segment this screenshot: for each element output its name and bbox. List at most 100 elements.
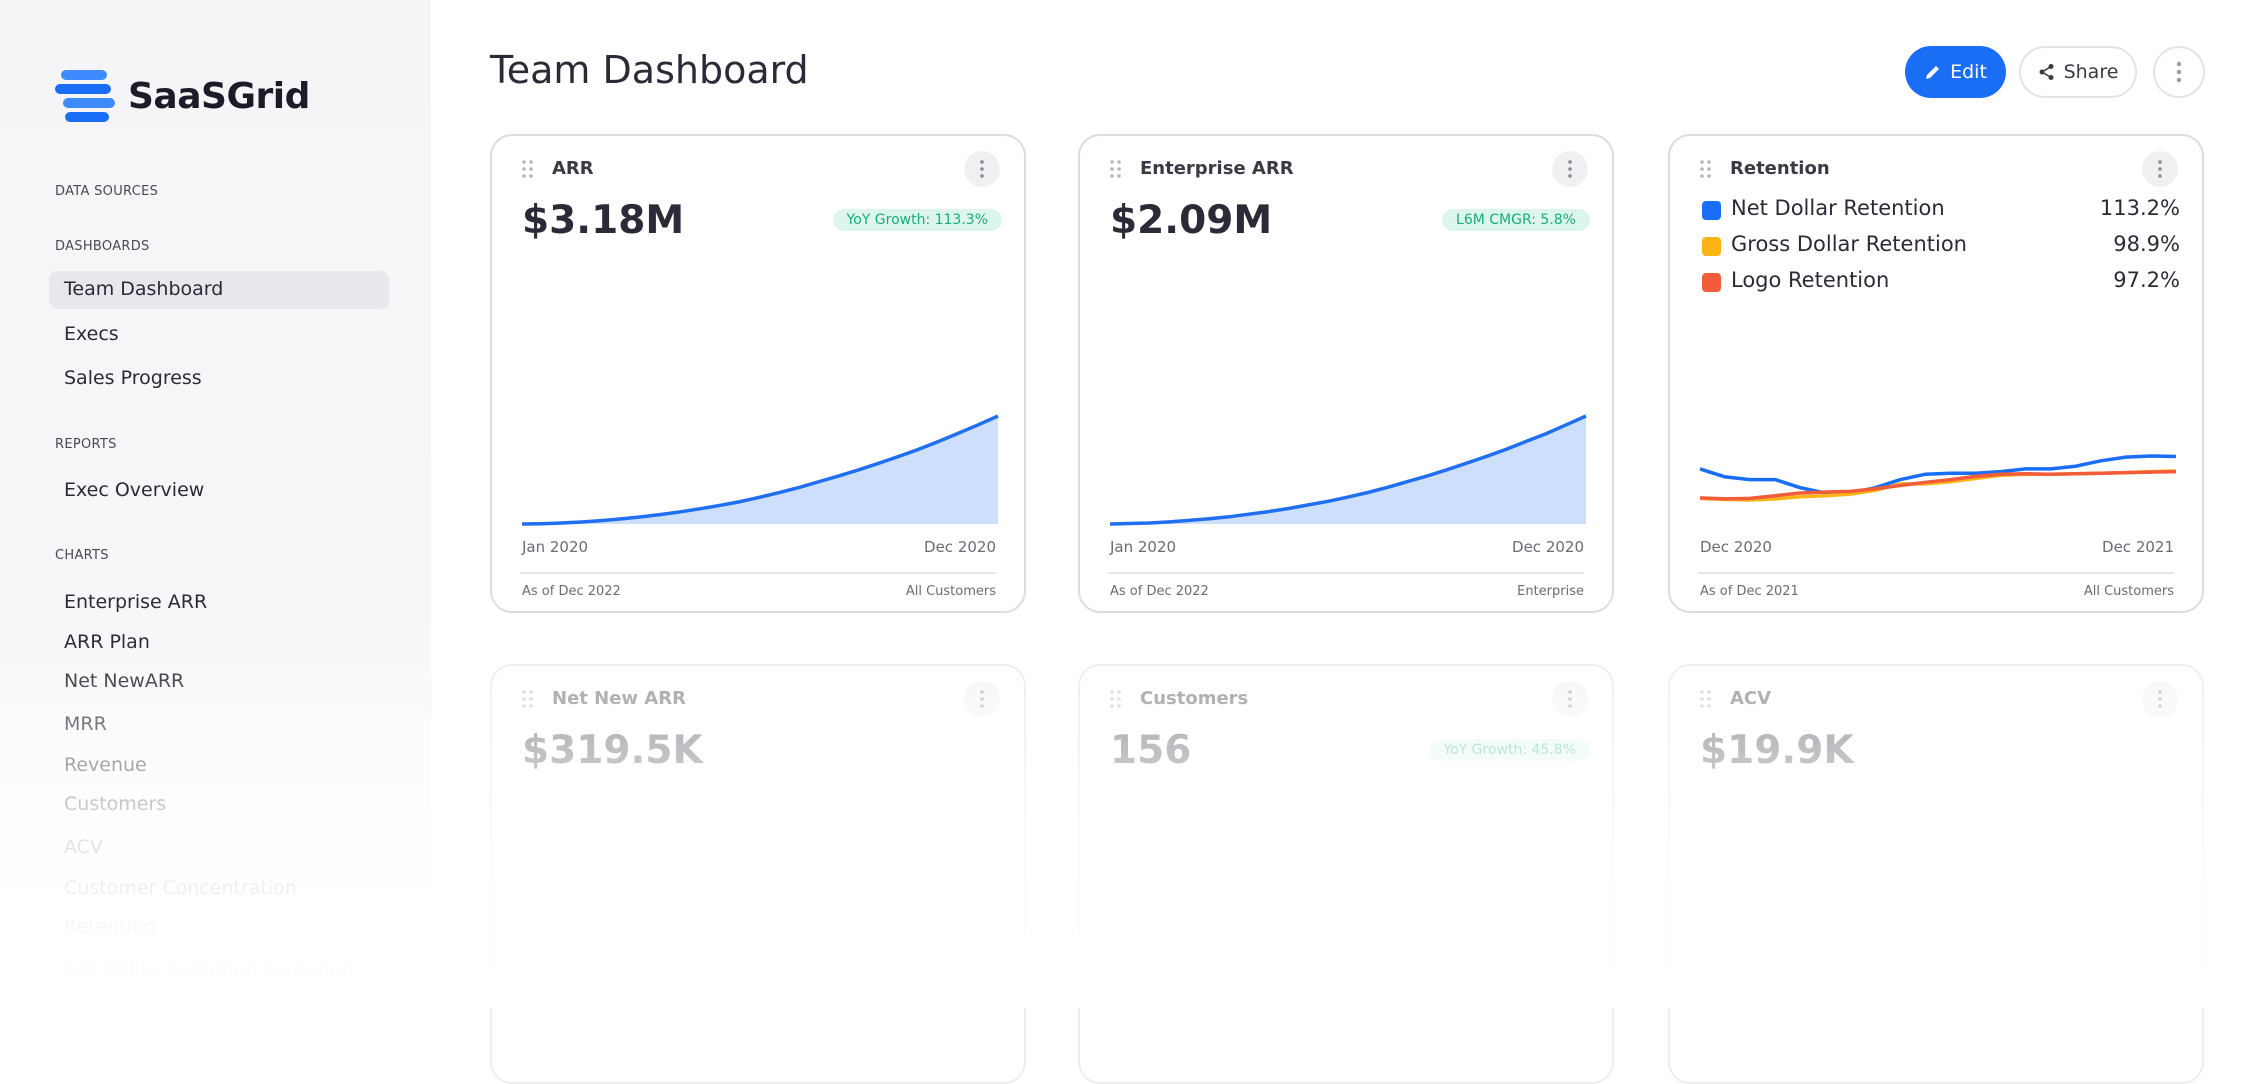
- x-axis-start: Dec 2020: [1700, 538, 1772, 556]
- drag-handle: [1700, 690, 1711, 708]
- drag-dot: [1110, 160, 1114, 164]
- drag-dot: [1707, 704, 1711, 708]
- share-label: Share: [2063, 61, 2119, 83]
- menu-dot: [2158, 167, 2162, 171]
- drag-dot: [1707, 697, 1711, 701]
- nav-item[interactable]: Enterprise ARR: [64, 591, 208, 613]
- menu-dot: [2158, 160, 2162, 164]
- more-icon: [2176, 61, 2182, 83]
- section-title: DASHBOARDS: [55, 239, 150, 254]
- area-fill: [1110, 416, 1586, 524]
- card-title: Retention: [1730, 158, 1830, 179]
- drag-dot: [529, 704, 533, 708]
- pencil-icon: [1926, 66, 1940, 79]
- card-menu[interactable]: [2142, 681, 2178, 717]
- nav-item[interactable]: Team Dashboard: [64, 278, 224, 300]
- share-button[interactable]: Share: [2019, 46, 2137, 98]
- nav-item[interactable]: MRR: [64, 713, 107, 735]
- page-title: Team Dashboard: [490, 48, 809, 92]
- series-line: [1699, 454, 2177, 495]
- footer-right: All Customers: [2083, 584, 2174, 599]
- card-value: 156: [1110, 728, 1192, 773]
- menu-dot: [980, 160, 984, 164]
- selected-highlight: [49, 271, 389, 309]
- drag-handle: [1110, 690, 1121, 708]
- drag-dot: [1110, 697, 1114, 701]
- card-value: $3.18M: [522, 198, 685, 243]
- nav-item[interactable]: Retention: [64, 916, 156, 938]
- legend-value: 98.9%: [2113, 232, 2180, 256]
- drag-dot: [1110, 174, 1114, 178]
- nav-item[interactable]: Revenue: [64, 754, 147, 776]
- footer-left: As of Dec 2022: [1110, 584, 1209, 599]
- menu-dot: [1568, 167, 1572, 171]
- footer-left: As of Dec 2021: [1700, 584, 1799, 599]
- card-menu[interactable]: [1552, 151, 1588, 187]
- drag-dot: [529, 690, 533, 694]
- card: Customers 156 YoY Growth: 45.8%: [1078, 664, 1614, 1084]
- nav-item[interactable]: Execs: [64, 323, 119, 345]
- chart: [521, 414, 999, 526]
- nav-item[interactable]: ACV: [64, 836, 103, 858]
- sidebar: SaaSGrid DATA SOURCES DASHBOARDS Team Dash…: [0, 0, 431, 1008]
- legend-name: Gross Dollar Retention: [1731, 232, 1967, 256]
- drag-dot: [1707, 160, 1711, 164]
- legend-swatch: [1702, 273, 1721, 292]
- edit-label: Edit: [1950, 61, 1987, 83]
- menu-dot: [1568, 174, 1572, 178]
- card-menu[interactable]: [2142, 151, 2178, 187]
- drag-dot: [1707, 167, 1711, 171]
- section-title: CHARTS: [55, 548, 109, 563]
- card-menu[interactable]: [964, 681, 1000, 717]
- series-line: [1699, 469, 2177, 501]
- chart: [1109, 414, 1587, 526]
- drag-dot: [1700, 704, 1704, 708]
- menu-dot: [980, 704, 984, 708]
- drag-dot: [1707, 690, 1711, 694]
- drag-dot: [529, 160, 533, 164]
- growth-badge: YoY Growth: 45.8%: [1429, 739, 1590, 761]
- growth-badge: YoY Growth: 113.3%: [832, 209, 1002, 231]
- drag-dot: [1117, 174, 1121, 178]
- drag-handle: [522, 160, 533, 178]
- menu-icon: [2158, 690, 2162, 708]
- menu-dot: [2158, 697, 2162, 701]
- share-icon: [2039, 64, 2054, 80]
- card-menu[interactable]: [964, 151, 1000, 187]
- drag-handle: [522, 690, 533, 708]
- legend-swatch: [1702, 201, 1721, 220]
- drag-dot: [1700, 690, 1704, 694]
- nav-item[interactable]: Sales Progress: [64, 367, 202, 389]
- nav-item[interactable]: Customers: [64, 793, 167, 815]
- menu-icon: [980, 690, 984, 708]
- logo-text: SaaSGrid: [128, 76, 310, 117]
- menu-icon: [1568, 690, 1572, 708]
- menu-icon: [1568, 160, 1572, 178]
- nav-item[interactable]: Customer Concentration: [64, 877, 297, 899]
- edit-button[interactable]: Edit: [1905, 46, 2006, 98]
- nav-item[interactable]: ARR Plan: [64, 631, 150, 653]
- menu-dot: [2158, 174, 2162, 178]
- legend-row: Net Dollar Retention 113.2%: [1702, 196, 2180, 226]
- legend-name: Logo Retention: [1731, 268, 1890, 292]
- drag-dot: [1700, 167, 1704, 171]
- more-button[interactable]: [2153, 46, 2205, 98]
- card-menu[interactable]: [1552, 681, 1588, 717]
- growth-badge: L6M CMGR: 5.8%: [1442, 209, 1590, 231]
- nav-item[interactable]: Exec Overview: [64, 479, 205, 501]
- drag-dot: [522, 167, 526, 171]
- card: Net New ARR $319.5K: [490, 664, 1026, 1084]
- card-value: $2.09M: [1110, 198, 1273, 243]
- drag-dot: [529, 167, 533, 171]
- menu-dot: [980, 174, 984, 178]
- menu-dot: [980, 697, 984, 701]
- drag-dot: [1110, 167, 1114, 171]
- drag-dot: [522, 697, 526, 701]
- card-title: ACV: [1730, 688, 1772, 709]
- drag-dot: [522, 704, 526, 708]
- x-axis-start: Jan 2020: [522, 538, 589, 556]
- divider: [520, 572, 996, 574]
- nav-item[interactable]: Net NewARR: [64, 670, 185, 692]
- nav-item[interactable]: Net Dollar Retention by Cohort: [64, 959, 357, 981]
